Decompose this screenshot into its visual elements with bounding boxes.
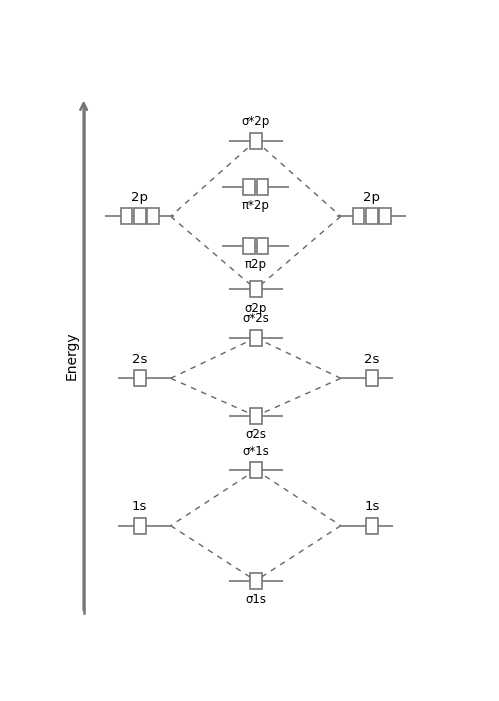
Text: σ*1s: σ*1s bbox=[243, 444, 269, 458]
Text: σ*2p: σ*2p bbox=[242, 116, 270, 128]
Text: 2s: 2s bbox=[132, 353, 147, 366]
Text: 2p: 2p bbox=[131, 191, 148, 204]
Bar bbox=[121, 208, 132, 224]
Bar bbox=[256, 179, 268, 195]
Text: 2s: 2s bbox=[364, 353, 379, 366]
Bar bbox=[250, 281, 261, 297]
Bar bbox=[250, 573, 261, 589]
Bar bbox=[134, 208, 146, 224]
Text: π*2p: π*2p bbox=[242, 199, 269, 212]
Bar bbox=[244, 238, 255, 254]
Text: 1s: 1s bbox=[364, 501, 379, 513]
Bar bbox=[250, 408, 261, 424]
Text: 2p: 2p bbox=[363, 191, 380, 204]
Bar bbox=[250, 462, 261, 478]
Text: π2p: π2p bbox=[245, 259, 267, 271]
Text: σ*2s: σ*2s bbox=[243, 313, 269, 325]
Bar bbox=[366, 208, 378, 224]
Bar bbox=[379, 208, 391, 224]
Text: σ2s: σ2s bbox=[245, 428, 266, 442]
Bar bbox=[244, 179, 255, 195]
Bar bbox=[250, 329, 261, 346]
Bar bbox=[147, 208, 159, 224]
Bar bbox=[250, 132, 261, 149]
Text: 1s: 1s bbox=[132, 501, 147, 513]
Bar bbox=[366, 517, 378, 533]
Text: σ2p: σ2p bbox=[245, 301, 267, 315]
Bar bbox=[134, 370, 146, 386]
Text: Energy: Energy bbox=[65, 331, 79, 380]
Text: σ1s: σ1s bbox=[245, 593, 266, 606]
Bar bbox=[353, 208, 364, 224]
Bar bbox=[366, 370, 378, 386]
Bar bbox=[134, 517, 146, 533]
Bar bbox=[256, 238, 268, 254]
